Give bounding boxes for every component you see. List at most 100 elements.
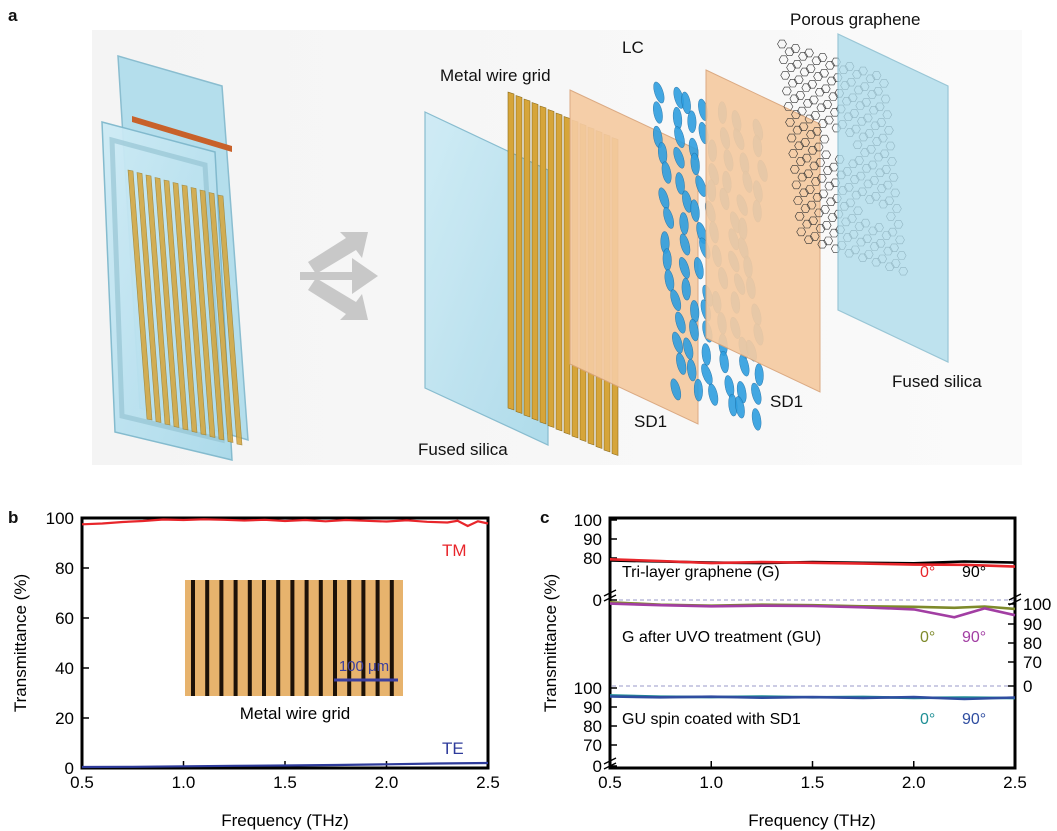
- row1-angle-90: 90°: [962, 564, 986, 581]
- graphene-hex: [830, 108, 840, 117]
- graphene-hex: [793, 196, 803, 205]
- graphene-hex: [809, 161, 820, 171]
- graphene-hex: [816, 174, 827, 183]
- panel-a-letter: a: [8, 6, 18, 25]
- metal-wire: [563, 116, 571, 435]
- graphene-hex: [798, 52, 808, 61]
- metal-wire: [547, 109, 555, 428]
- graphene-hex: [815, 158, 826, 167]
- label-sd1-right: SD1: [770, 392, 804, 411]
- graphene-hex: [791, 180, 802, 190]
- graphene-hex: [812, 127, 822, 136]
- lc-molecule: [719, 350, 729, 374]
- x-tick-label: 0.5: [70, 773, 94, 792]
- graphene-hex: [777, 39, 787, 49]
- graphene-hex: [795, 91, 806, 100]
- y-tick-label: 20: [55, 709, 74, 728]
- x-tick-label: 1.0: [699, 773, 723, 792]
- wire-stripe: [318, 580, 323, 696]
- graphene-hex: [805, 185, 815, 194]
- assembled-wire: [163, 179, 189, 431]
- lc-molecule: [679, 212, 689, 235]
- label-lc: LC: [622, 38, 644, 57]
- graphene-hex: [781, 86, 792, 96]
- assembled-wires: [127, 169, 243, 446]
- y-tick-label: 70: [583, 736, 602, 755]
- label-fused-silica-right: Fused silica: [892, 372, 982, 391]
- y-tick-label: 0: [65, 759, 74, 778]
- graphene-hex: [791, 110, 801, 119]
- graphene-hex: [794, 141, 804, 150]
- graphene-hex: [800, 204, 811, 213]
- row1-label: Tri-layer graphene (G): [622, 564, 780, 581]
- graphene-hex: [804, 48, 814, 58]
- assembled-device: [101, 54, 249, 461]
- graphene-hex: [803, 99, 813, 108]
- graphene-hex: [815, 224, 826, 233]
- graphene-hex: [827, 213, 838, 222]
- graphene-hex: [797, 106, 807, 116]
- wire-stripe: [347, 580, 352, 696]
- y-tick-label: 80: [583, 717, 602, 736]
- y-tick-label: 40: [55, 659, 74, 678]
- graphene-hex: [803, 169, 814, 178]
- graphene-hex: [783, 102, 794, 111]
- chart-c-x-label: Frequency (THz): [748, 811, 876, 830]
- chart-c-series: [609, 558, 1016, 701]
- lc-molecule: [663, 207, 674, 229]
- y-tick-label: 100: [574, 511, 602, 530]
- graphene-hex: [793, 75, 804, 84]
- metal-wire: [507, 91, 515, 411]
- row2-angle-90: 90°: [962, 629, 986, 646]
- chart-b-x-label: Frequency (THz): [221, 811, 349, 830]
- graphene-hex: [778, 55, 789, 64]
- graphene-hex: [785, 118, 795, 127]
- tm-series-label: TM: [442, 541, 467, 560]
- graphene-hex: [800, 138, 810, 147]
- y-tick-label: 90: [583, 698, 602, 717]
- row3-angle-90: 90°: [962, 711, 986, 728]
- assembled-wire: [172, 182, 198, 433]
- lc-molecule: [679, 233, 691, 256]
- graphene-hex: [828, 92, 839, 101]
- lc-molecule: [708, 383, 719, 406]
- graphene-hex: [823, 236, 834, 246]
- lc-molecule: [674, 126, 685, 148]
- graphene-hex: [792, 125, 803, 135]
- wire-stripe: [262, 580, 266, 696]
- graphene-hex: [818, 189, 829, 199]
- y-tick-label: 100: [46, 509, 74, 528]
- label-metal-wire-grid: Metal wire grid: [440, 66, 551, 85]
- y-tick-label: 90: [583, 530, 602, 549]
- graphene-hex: [828, 162, 839, 172]
- assembled-wire: [217, 194, 243, 446]
- panel-a-illustration: [92, 30, 1022, 465]
- lc-molecule: [672, 331, 683, 354]
- x-tick-label: 2.0: [375, 773, 399, 792]
- chart-b-y-label: Transmittance (%): [11, 574, 30, 712]
- lc-molecule: [693, 257, 704, 280]
- wire-stripe: [333, 580, 337, 696]
- graphene-hex: [801, 153, 812, 163]
- lc-molecule: [653, 81, 665, 104]
- wire-stripe: [389, 580, 394, 696]
- graphene-hex: [820, 205, 830, 214]
- graphene-hex: [813, 72, 823, 81]
- graphene-hex: [780, 71, 791, 80]
- graphene-hex: [809, 232, 820, 241]
- assembled-wire: [199, 189, 225, 441]
- x-tick-label: 1.0: [172, 773, 196, 792]
- graphene-hex: [807, 146, 818, 155]
- row3-angle-0: 0°: [920, 711, 935, 728]
- assembled-wire: [190, 187, 216, 438]
- graphene-hex: [817, 53, 828, 62]
- lc-molecule: [751, 408, 762, 431]
- graphene-hex: [829, 228, 839, 238]
- lc-molecule: [701, 343, 711, 366]
- lc-molecule: [681, 277, 691, 301]
- graphene-hex: [819, 134, 830, 144]
- y-tick-label: 0: [593, 757, 602, 776]
